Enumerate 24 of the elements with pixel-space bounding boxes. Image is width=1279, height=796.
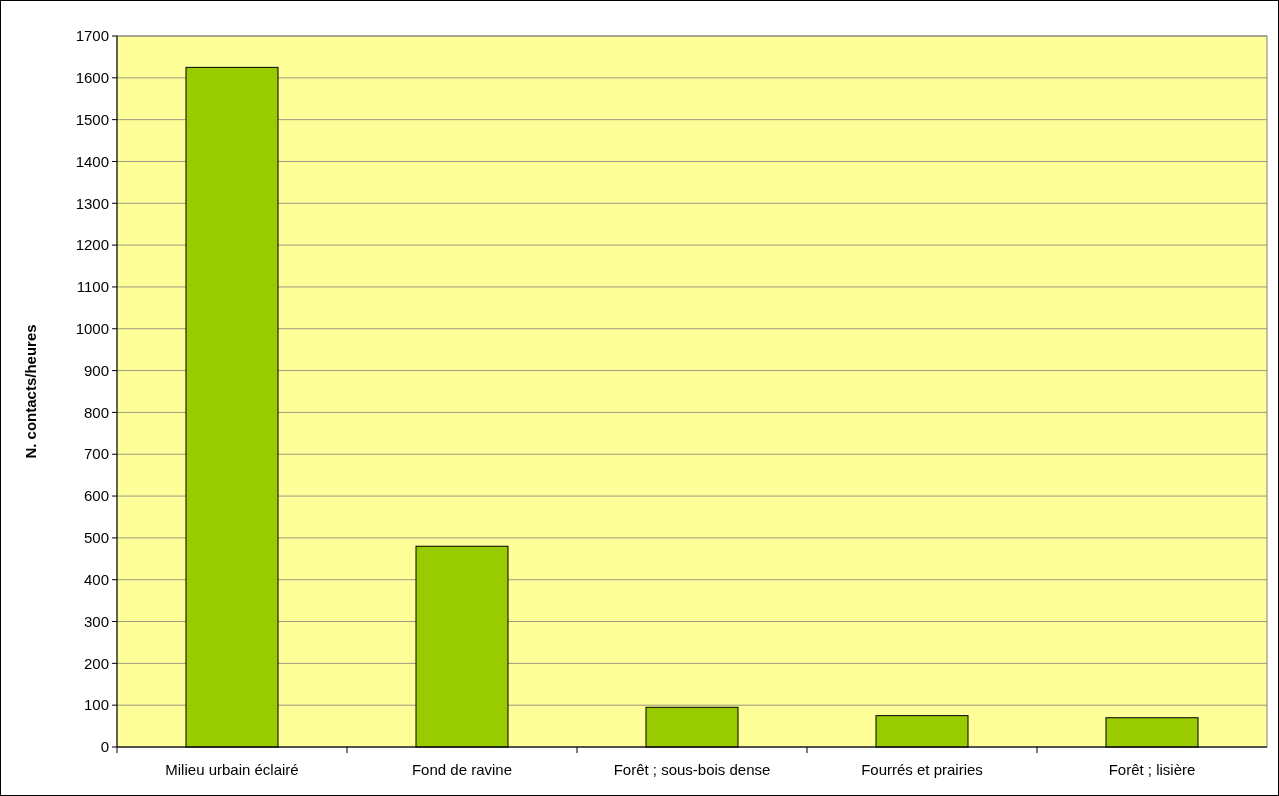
x-tick-label: Fourrés et prairies <box>861 761 983 778</box>
y-tick-label: 1600 <box>75 69 109 87</box>
y-tick-label: 1400 <box>75 152 109 170</box>
y-tick-label: 700 <box>83 445 109 463</box>
y-tick-label: 400 <box>83 570 109 588</box>
y-tick-label: 900 <box>83 361 109 379</box>
y-tick-label: 200 <box>83 654 109 672</box>
y-axis-title: N. contacts/heures <box>22 324 39 459</box>
y-tick-label: 1100 <box>76 278 109 296</box>
x-tick-label: Milieu urbain éclairé <box>165 761 299 778</box>
y-tick-label: 1300 <box>75 194 109 212</box>
y-tick-label: 0 <box>100 738 109 756</box>
y-tick-label: 1000 <box>75 320 109 338</box>
y-tick-label: 100 <box>83 696 109 714</box>
x-tick-label: Fond de ravine <box>411 761 513 778</box>
y-tick-label: 1200 <box>75 236 109 254</box>
x-tick-label: Forêt ; lisière <box>1108 761 1196 778</box>
x-tick-label: Forêt ; sous-bois dense <box>613 761 771 778</box>
y-tick-label: 300 <box>83 612 109 630</box>
y-tick-label: 500 <box>83 529 109 547</box>
y-tick-label: 600 <box>83 487 109 505</box>
y-tick-label: 1500 <box>75 110 109 128</box>
y-tick-label: 1700 <box>75 27 109 45</box>
y-tick-label: 800 <box>83 403 109 421</box>
